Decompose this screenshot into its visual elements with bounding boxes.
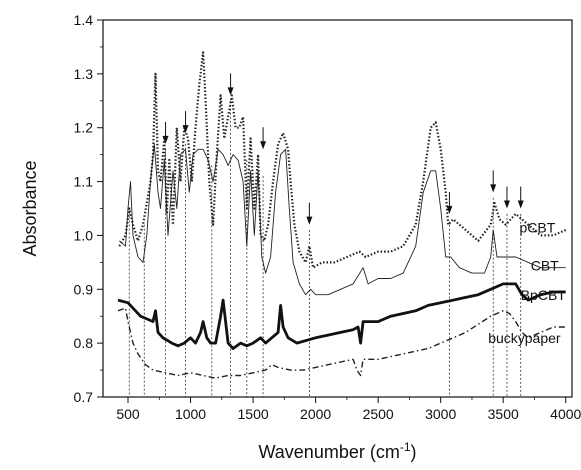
y-tick-label-0.9: 0.9 xyxy=(74,281,94,297)
series-label-CBT: CBT xyxy=(531,257,559,273)
x-axis-title-close: ) xyxy=(411,442,417,462)
peak-arrow-1950 xyxy=(306,202,313,225)
arrow-layer xyxy=(162,73,524,225)
series-line-pCBT xyxy=(118,51,567,269)
series-line-buckypaper xyxy=(117,307,566,379)
series-label-buckypaper: buckypaper xyxy=(488,330,561,346)
x-tick-label-4000: 4000 xyxy=(550,406,581,422)
x-axis-title-main: Wavenumber (cm xyxy=(258,442,399,462)
x-tick-label-2500: 2500 xyxy=(363,406,394,422)
y-tick-label-1.4: 1.4 xyxy=(74,12,94,28)
peak-arrow-1320 xyxy=(227,73,234,96)
peak-arrow-960 xyxy=(182,111,189,134)
x-tick-label-3000: 3000 xyxy=(425,406,456,422)
x-axis-ticks: 500 1000 1500 2000 2500 3000 3500 4000 xyxy=(116,397,581,422)
y-tick-label-1.3: 1.3 xyxy=(74,66,94,82)
y-axis-title: Absorbance xyxy=(20,160,40,256)
x-tick-label-500: 500 xyxy=(116,406,140,422)
peak-arrow-3070 xyxy=(446,191,453,214)
peak-arrow-3530 xyxy=(503,186,510,209)
reference-lines xyxy=(128,100,522,397)
y-axis-ticks: 0.7 0.8 0.9 1.0 1.1 1.2 1.3 1.4 xyxy=(74,12,103,405)
peak-arrow-3420 xyxy=(490,170,497,193)
series-label-pCBT: pCBT xyxy=(519,220,555,236)
peak-arrow-3640 xyxy=(517,186,524,209)
y-tick-label-0.8: 0.8 xyxy=(74,335,94,351)
x-axis-title: Wavenumber (cm-1) xyxy=(258,440,416,462)
x-tick-label-1000: 1000 xyxy=(175,406,206,422)
peak-arrow-800 xyxy=(162,121,169,144)
peak-arrow-1580 xyxy=(260,127,267,150)
y-tick-label-1.1: 1.1 xyxy=(74,174,94,190)
series-label-BpCBT: BpCBT xyxy=(521,287,567,303)
y-tick-label-0.7: 0.7 xyxy=(74,389,94,405)
x-tick-label-3500: 3500 xyxy=(488,406,519,422)
series-line-CBT xyxy=(119,143,566,296)
x-axis-title-sup: -1 xyxy=(400,440,411,454)
x-tick-label-2000: 2000 xyxy=(300,406,331,422)
y-tick-label-1.2: 1.2 xyxy=(74,120,94,136)
x-tick-label-1500: 1500 xyxy=(238,406,269,422)
series-line-BpCBT xyxy=(117,282,566,350)
series-layer xyxy=(117,51,567,379)
y-tick-label-1.0: 1.0 xyxy=(74,227,94,243)
series-labels: pCBT CBT BpCBT buckypaper xyxy=(488,220,566,346)
